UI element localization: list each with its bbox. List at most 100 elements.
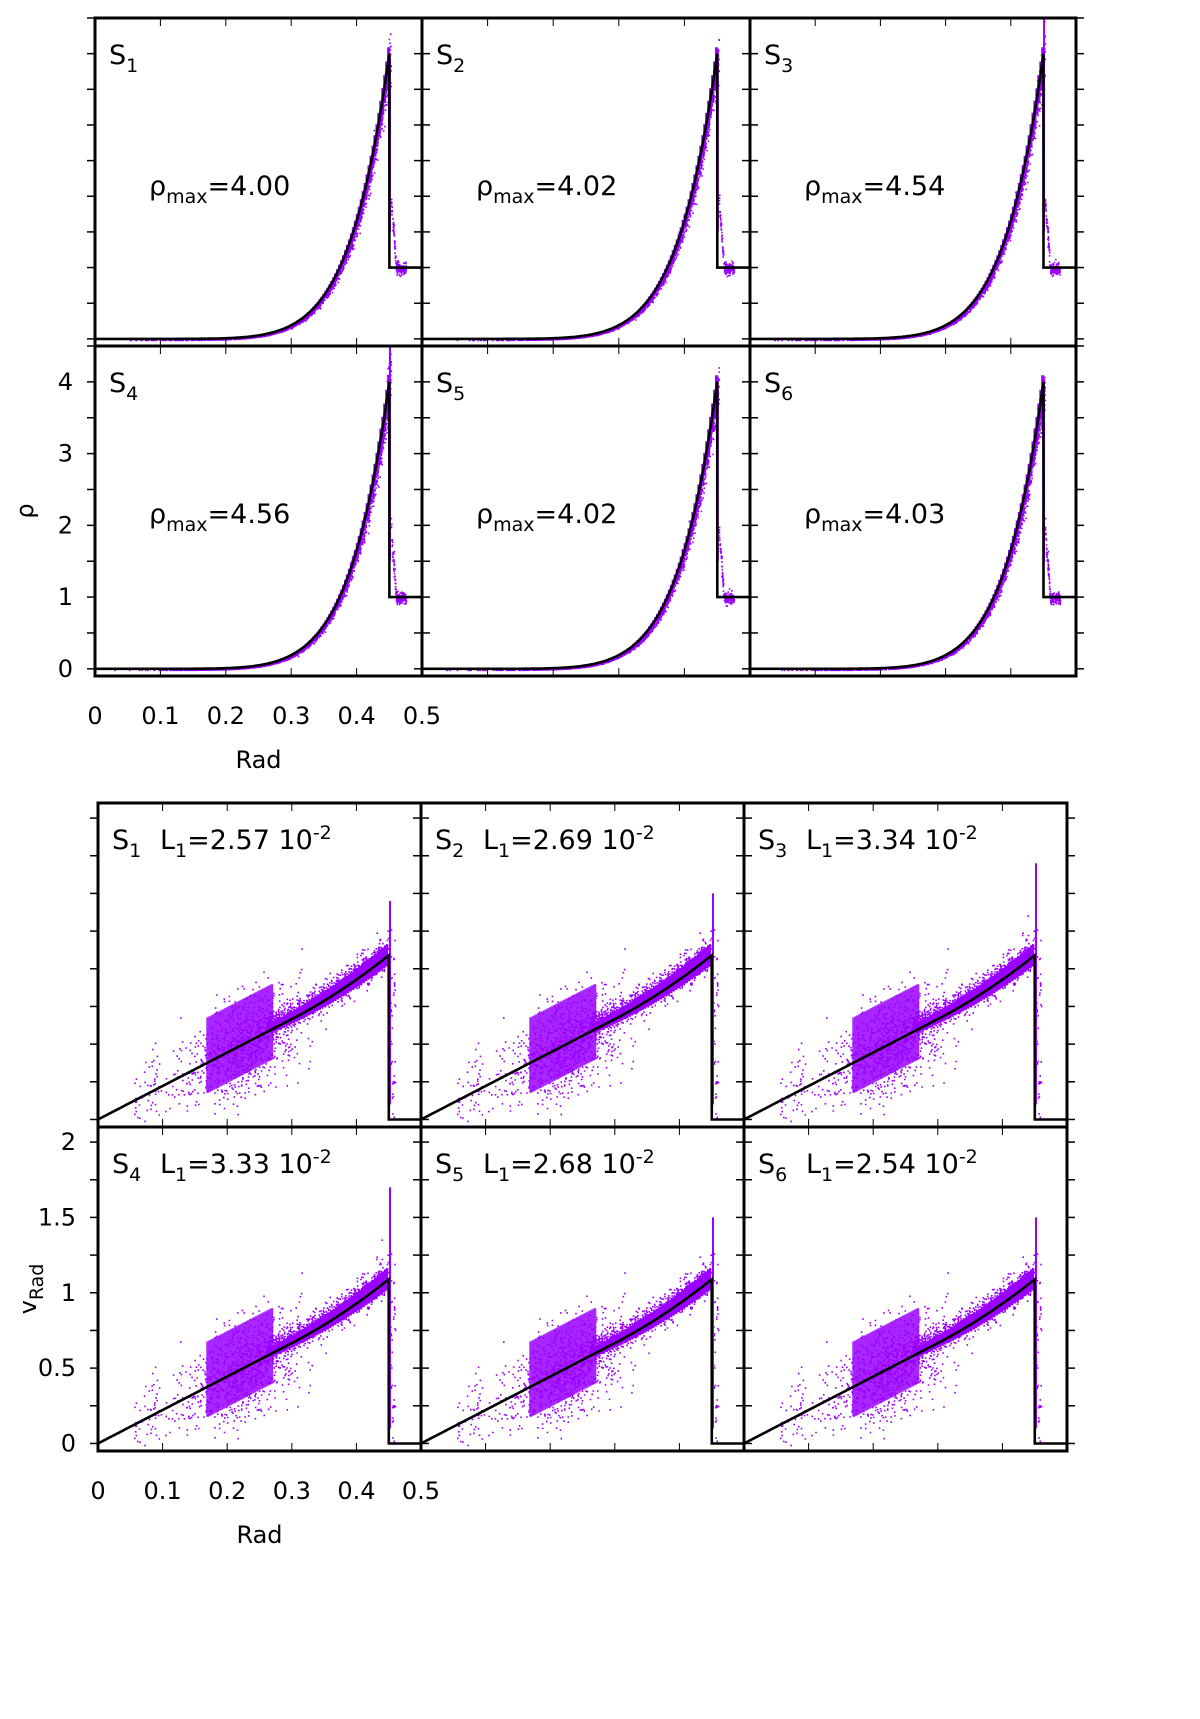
panel-annotation: ρmax=4.03 (804, 499, 945, 536)
exact-solution-line (744, 1276, 1067, 1445)
panel-label-letter: S (764, 368, 781, 399)
y-axis-title-symbol: v (14, 1300, 42, 1314)
annotation-value: =3.34 10 (833, 825, 959, 856)
numerical-cluster (529, 984, 597, 1093)
annotation-value: =4.02 (535, 499, 618, 530)
x-tick-label: 0.5 (402, 1477, 440, 1505)
annotation-subscript: max (493, 514, 534, 536)
panel-label-letter: S (109, 368, 126, 399)
panel-rho-5: S5 ρmax=4.02 (414, 344, 758, 678)
x-tick-label: 0.1 (141, 702, 179, 730)
panel-v-6: S6 L1=2.54 10-2 (736, 1125, 1075, 1453)
exact-solution-line (422, 53, 750, 341)
exact-solution-line (95, 381, 422, 671)
panel-label: S1 (109, 40, 138, 77)
annotation-symbol: ρ (476, 171, 493, 202)
y-tick-label: 4 (58, 368, 73, 396)
x-tick-label: 0.2 (208, 1477, 246, 1505)
panel-annotation: ρmax=4.56 (149, 499, 290, 536)
annotation-symbol: ρ (804, 499, 821, 530)
annotation-symbol: ρ (149, 171, 166, 202)
annotation-value: =4.56 (208, 499, 291, 530)
panel-label: S2 (436, 40, 465, 77)
panel-label: S4 (109, 368, 138, 405)
panel-annotation: L1=2.54 10-2 (806, 1146, 978, 1186)
panel-annotation: ρmax=4.54 (804, 171, 945, 208)
annotation-value: =4.03 (863, 499, 946, 530)
panel-label-index: 5 (453, 383, 465, 405)
y-tick-label: 1.5 (38, 1203, 76, 1231)
panel-label: S6 (758, 1149, 787, 1186)
y-tick-label: 0.5 (38, 1354, 76, 1382)
panel-rho-6: S6 ρmax=4.03 (742, 344, 1084, 678)
x-tick-label: 0.4 (338, 702, 376, 730)
y-tick-label: 1 (58, 583, 73, 611)
annotation-value: =2.57 10 (187, 825, 313, 856)
panel-label-letter: S (435, 825, 452, 856)
panel-annotation: L1=2.57 10-2 (160, 822, 332, 862)
panel-label-index: 6 (781, 383, 793, 405)
panel-annotation: ρmax=4.00 (149, 171, 290, 208)
panel-label-letter: S (109, 40, 126, 71)
y-axis-title: ρ (11, 503, 39, 518)
annotation-subscript: 1 (498, 1164, 510, 1186)
exact-solution-line (744, 952, 1067, 1121)
x-axis-title: Rad (236, 1521, 282, 1549)
y-tick-label: 1 (61, 1279, 76, 1307)
panel-label-index: 2 (452, 840, 464, 862)
panel-v-2: S2 L1=2.69 10-2 (413, 801, 752, 1129)
panel-label: S3 (758, 825, 787, 862)
numerical-cluster (852, 1308, 920, 1417)
annotation-symbol: L (160, 1149, 175, 1180)
y-tick-label: 2 (61, 1128, 76, 1156)
y-axis-title-subscript: Rad (26, 1264, 48, 1301)
panel-rho-4: S4 ρmax=4.56 (87, 344, 430, 678)
annotation-subscript: max (821, 514, 862, 536)
panel-label-index: 1 (129, 840, 141, 862)
annotation-subscript: max (166, 514, 207, 536)
annotation-value: =2.68 10 (510, 1149, 636, 1180)
panel-rho-3: S3 ρmax=4.54 (742, 16, 1084, 348)
x-tick-label: 0.3 (273, 1477, 311, 1505)
panel-label-letter: S (758, 1149, 775, 1180)
panel-label: S3 (764, 40, 793, 77)
x-tick-label: 0.1 (144, 1477, 182, 1505)
velocity-figure: S1 L1=2.57 10-2 S2 L1=2.69 10-2 S3 L1=3.34 10… (14, 801, 1075, 1549)
panel-annotation: L1=2.68 10-2 (483, 1146, 655, 1186)
annotation-subscript: max (821, 186, 862, 208)
exact-solution-line (421, 1276, 744, 1445)
y-tick-label: 0 (58, 655, 73, 683)
annotation-symbol: L (806, 1149, 821, 1180)
annotation-exponent: -2 (313, 1146, 332, 1168)
panel-plot-area (750, 375, 1076, 672)
annotation-symbol: L (806, 825, 821, 856)
panel-label-letter: S (112, 825, 129, 856)
panel-label-letter: S (112, 1149, 129, 1180)
exact-solution-line (98, 952, 421, 1121)
annotation-subscript: 1 (175, 840, 187, 862)
panel-plot-area (421, 893, 744, 1123)
annotation-subscript: max (166, 186, 207, 208)
annotation-value: =4.02 (535, 171, 618, 202)
panel-label-index: 3 (781, 55, 793, 77)
annotation-exponent: -2 (636, 1146, 655, 1168)
numerical-cluster (206, 1308, 274, 1417)
panel-annotation: L1=2.69 10-2 (483, 822, 655, 862)
annotation-exponent: -2 (313, 822, 332, 844)
panel-plot-area (744, 863, 1067, 1123)
annotation-symbol: ρ (149, 499, 166, 530)
x-axis-title: Rad (235, 746, 281, 774)
annotation-subscript: 1 (821, 840, 833, 862)
annotation-subscript: max (493, 186, 534, 208)
y-tick-label: 3 (58, 440, 73, 468)
annotation-exponent: -2 (636, 822, 655, 844)
annotation-value: =2.54 10 (833, 1149, 959, 1180)
annotation-subscript: 1 (498, 840, 510, 862)
y-axis-title: vRad (14, 1264, 48, 1315)
panel-plot-area (744, 1217, 1067, 1447)
x-tick-label: 0.3 (272, 702, 310, 730)
panel-label: S2 (435, 825, 464, 862)
panel-plot-area (421, 1217, 744, 1447)
panel-v-3: S3 L1=3.34 10-2 (736, 801, 1075, 1129)
